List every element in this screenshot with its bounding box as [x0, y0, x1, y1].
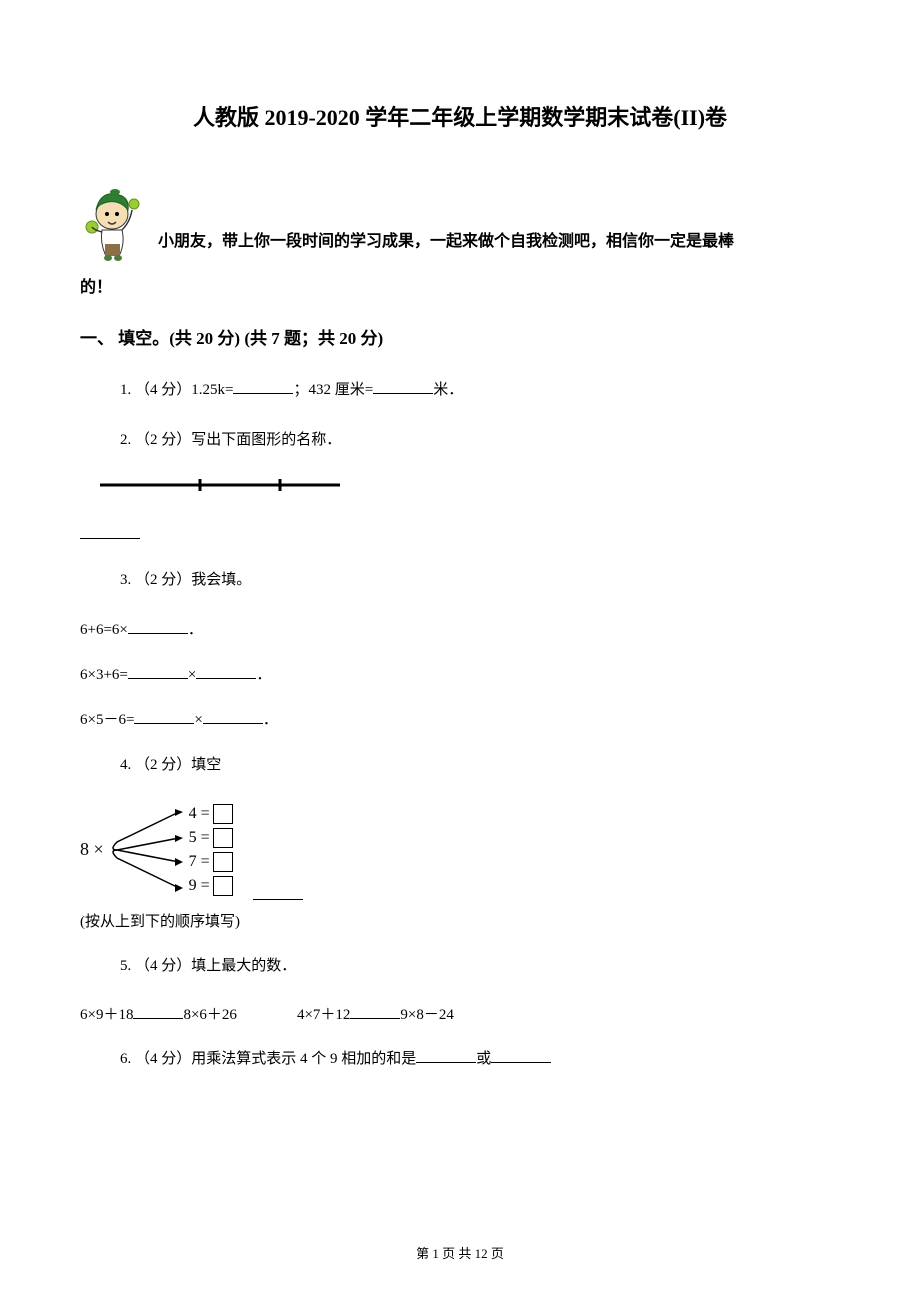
q4-diagram: 8 × 4 = 5 = 7 = 9 =	[80, 800, 840, 900]
q1-prefix: 1. （4 分）1.25k=	[120, 382, 233, 398]
q4-items: 4 = 5 = 7 = 9 =	[189, 802, 233, 898]
blank	[350, 1001, 400, 1019]
blank	[416, 1045, 476, 1063]
q5-p1a: 6×9＋18	[80, 1007, 133, 1023]
q6-prefix: 6. （4 分）用乘法算式表示 4 个 9 相加的和是	[120, 1051, 416, 1067]
q4-item-2-label: 5 =	[189, 826, 210, 850]
intro-text-2: 的！	[80, 272, 840, 304]
answer-box	[213, 852, 233, 872]
intro-row: 小朋友，带上你一段时间的学习成果，一起来做个自我检测吧，相信你一定是最棒	[80, 182, 840, 262]
answer-box	[213, 828, 233, 848]
intro-text-1: 小朋友，带上你一段时间的学习成果，一起来做个自我检测吧，相信你一定是最棒	[158, 226, 734, 262]
blank	[128, 616, 188, 634]
q3-line1: 6+6=6× ．	[80, 615, 840, 645]
q3-l1-a: 6+6=6×	[80, 622, 128, 638]
q4-left: 8 ×	[80, 839, 104, 860]
blank	[253, 882, 303, 900]
question-1: 1. （4 分）1.25k= ；432 厘米= 米．	[80, 375, 840, 405]
q4-item-4: 9 =	[189, 874, 233, 898]
q4-item-2: 5 =	[189, 826, 233, 850]
question-3: 3. （2 分）我会填。	[80, 565, 840, 595]
page-footer: 第 1 页 共 12 页	[0, 1243, 920, 1262]
q3-line2: 6×3+6= × ．	[80, 660, 840, 690]
blank	[128, 661, 188, 679]
q1-mid: ；432 厘米=	[293, 382, 373, 398]
blank	[133, 1001, 183, 1019]
q5-expressions: 6×9＋18 8×6＋26 4×7＋12 9×8－24	[80, 1001, 840, 1024]
blank	[80, 521, 140, 539]
q5-p2b: 9×8－24	[400, 1007, 453, 1023]
page-title: 人教版 2019-2020 学年二年级上学期数学期末试卷(II)卷	[80, 100, 840, 132]
question-6: 6. （4 分）用乘法算式表示 4 个 9 相加的和是 或	[80, 1044, 840, 1074]
q4-item-4-label: 9 =	[189, 874, 210, 898]
blank	[373, 376, 433, 394]
blank	[134, 706, 194, 724]
question-4: 4. （2 分）填空	[80, 750, 840, 780]
question-2: 2. （2 分）写出下面图形的名称．	[80, 425, 840, 455]
q3-line3: 6×5－6= × ．	[80, 705, 840, 735]
blank	[491, 1045, 551, 1063]
q3-l3-b: ×	[194, 712, 202, 728]
q4-item-1: 4 =	[189, 802, 233, 826]
q4-item-1-label: 4 =	[189, 802, 210, 826]
answer-box	[213, 876, 233, 896]
q3-l3-c: ．	[263, 712, 278, 728]
cartoon-icon	[80, 182, 150, 262]
q2-answer-blank	[80, 520, 840, 550]
q5-p1b: 8×6＋26	[183, 1007, 236, 1023]
q3-l2-b: ×	[188, 667, 196, 683]
q4-item-3: 7 =	[189, 850, 233, 874]
q3-l3-a: 6×5－6=	[80, 712, 134, 728]
q6-mid: 或	[476, 1051, 491, 1067]
line-segment-shape	[90, 475, 350, 495]
q4-item-3-label: 7 =	[189, 850, 210, 874]
bracket-icon	[109, 800, 189, 900]
answer-box	[213, 804, 233, 824]
q5-p2a: 4×7＋12	[297, 1007, 350, 1023]
section-1-header: 一、 填空。(共 20 分) (共 7 题；共 20 分)	[80, 324, 840, 355]
blank	[203, 706, 263, 724]
question-5: 5. （4 分）填上最大的数．	[80, 951, 840, 981]
q1-suffix: 米．	[433, 382, 463, 398]
q3-l2-a: 6×3+6=	[80, 667, 128, 683]
q3-l2-c: ．	[256, 667, 271, 683]
blank	[196, 661, 256, 679]
q3-l1-b: ．	[188, 622, 203, 638]
blank	[233, 376, 293, 394]
q4-note: (按从上到下的顺序填写)	[80, 910, 840, 931]
